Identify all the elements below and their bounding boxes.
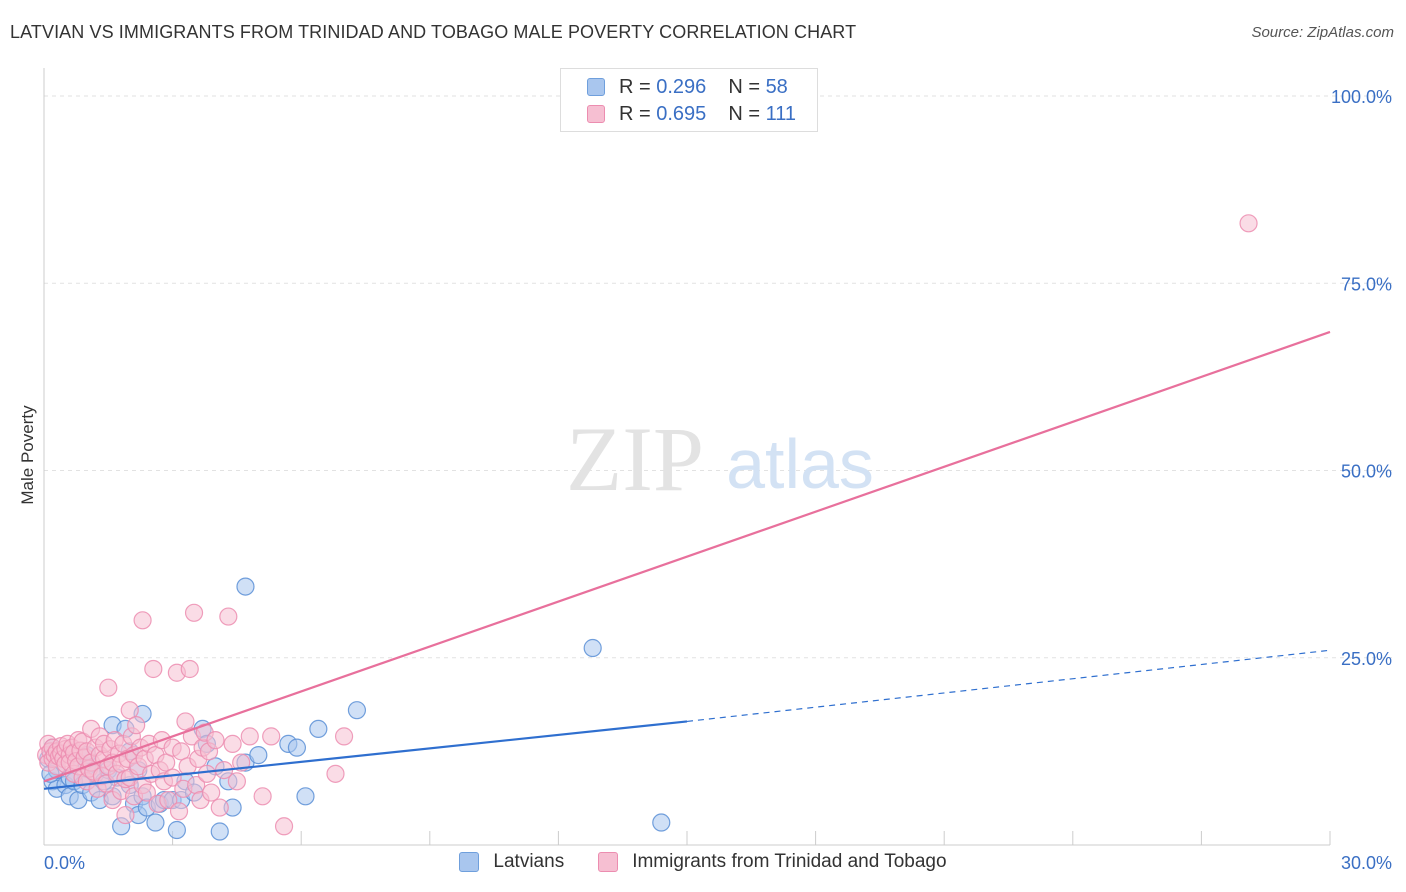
data-point-trinidad <box>99 678 118 697</box>
data-point-trinidad <box>116 805 135 825</box>
data-point-trinidad <box>219 607 238 626</box>
r-label: R = <box>619 75 651 98</box>
legend-item-trinidad[interactable]: Immigrants from Trinidad and Tobago <box>598 851 947 873</box>
y-tick-label: 25.0% <box>1341 649 1392 669</box>
legend-label-latvians: Latvians <box>493 851 565 872</box>
data-point-trinidad <box>197 764 216 783</box>
data-point-trinidad <box>1239 214 1258 233</box>
data-point-trinidad <box>120 701 139 720</box>
trend-line-latvians-extension <box>686 649 1331 723</box>
data-point-latvians <box>287 738 307 757</box>
legend-swatch-trinidad <box>587 105 605 123</box>
data-point-trinidad <box>206 731 225 750</box>
data-point-latvians <box>146 813 165 832</box>
n-label: N = <box>728 102 760 125</box>
data-point-trinidad <box>184 603 204 622</box>
data-point-latvians <box>210 822 229 841</box>
r-label: R = <box>619 102 651 125</box>
x-tick-label: 30.0% <box>1341 853 1392 873</box>
data-point-trinidad <box>253 787 272 806</box>
data-point-trinidad <box>133 611 152 630</box>
data-point-trinidad <box>172 742 191 761</box>
data-point-trinidad <box>262 727 281 746</box>
data-point-trinidad <box>144 659 163 679</box>
data-point-trinidad <box>326 764 345 783</box>
data-point-trinidad <box>227 772 246 791</box>
x-tick-label: 0.0% <box>44 853 85 873</box>
chart-title: LATVIAN VS IMMIGRANTS FROM TRINIDAD AND … <box>10 22 857 42</box>
data-point-latvians <box>296 787 315 806</box>
data-point-trinidad <box>180 659 199 679</box>
data-point-trinidad <box>240 727 259 746</box>
data-point-latvians <box>236 577 255 596</box>
data-point-trinidad <box>210 798 229 817</box>
data-points <box>37 214 1258 841</box>
stats-row-trinidad: R = 0.695 N = 111 <box>587 101 796 127</box>
stats-row-latvians: R = 0.296 N = 58 <box>587 74 788 100</box>
trend-lines <box>43 330 1331 790</box>
trend-line-trinidad <box>43 330 1331 783</box>
data-point-trinidad <box>137 783 156 802</box>
data-point-latvians <box>583 638 602 658</box>
series-legend: Latvians Immigrants from Trinidad and To… <box>0 851 1406 873</box>
watermark-zip: ZIP <box>566 408 704 510</box>
r-value: 0.296 <box>656 75 707 98</box>
legend-label-trinidad: Immigrants from Trinidad and Tobago <box>632 851 947 872</box>
data-point-trinidad <box>176 712 195 731</box>
data-point-trinidad <box>202 783 221 802</box>
legend-swatch-trinidad <box>598 852 619 872</box>
data-point-trinidad <box>169 802 189 821</box>
data-point-trinidad <box>334 727 354 746</box>
stats-legend: R = 0.296 N = 58 R = 0.695 N = 111 <box>560 68 818 132</box>
y-tick-label: 50.0% <box>1341 462 1392 482</box>
r-value: 0.695 <box>656 102 707 125</box>
data-point-trinidad <box>223 734 242 753</box>
data-point-trinidad <box>127 716 146 735</box>
y-tick-label: 100.0% <box>1331 87 1392 107</box>
n-label: N = <box>728 75 760 98</box>
n-value: 58 <box>765 75 788 98</box>
data-point-latvians <box>249 746 268 765</box>
data-point-latvians <box>309 719 328 739</box>
trend-line-latvians <box>43 720 688 790</box>
data-point-trinidad <box>157 753 176 772</box>
data-point-latvians <box>347 701 367 720</box>
legend-item-latvians[interactable]: Latvians <box>459 851 564 873</box>
grid-lines <box>44 95 1392 659</box>
y-tick-label: 75.0% <box>1341 274 1392 294</box>
watermark-atlas: atlas <box>726 425 874 503</box>
legend-swatch-latvians <box>459 852 480 872</box>
data-point-trinidad <box>274 817 294 836</box>
chart-source: Source: ZipAtlas.com <box>1251 24 1394 41</box>
legend-swatch-latvians <box>587 78 605 96</box>
data-point-trinidad <box>163 768 182 787</box>
tick-labels: 25.0% 50.0% 75.0% 100.0% 0.0% 30.0% <box>44 87 1392 873</box>
data-point-latvians <box>652 813 671 832</box>
watermark: ZIP atlas <box>566 408 874 510</box>
data-point-trinidad <box>159 790 178 810</box>
n-value: 111 <box>765 102 796 125</box>
data-point-latvians <box>167 820 186 840</box>
